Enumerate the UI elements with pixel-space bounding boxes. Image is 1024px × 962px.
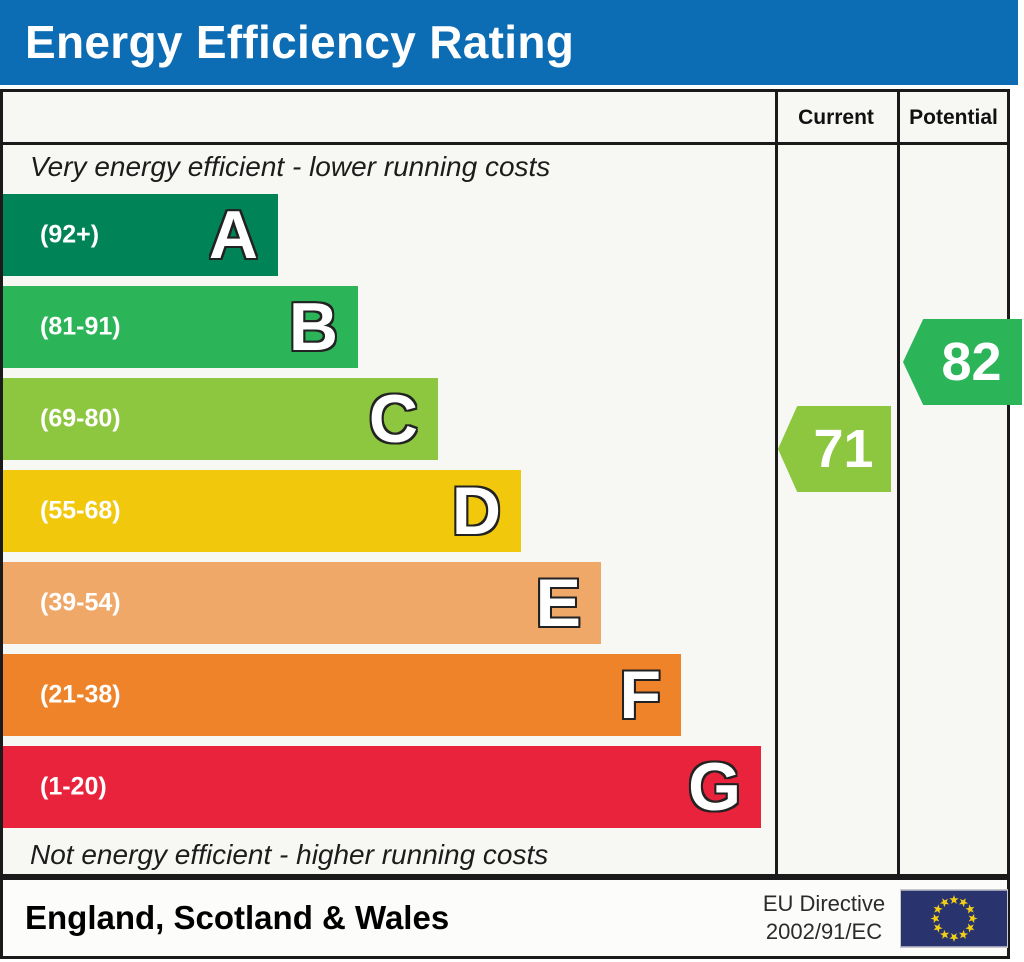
eu-directive-line1: EU Directive	[762, 891, 886, 916]
band-a-range: (92+)	[40, 220, 100, 249]
band-f-range: (21-38)	[40, 680, 121, 709]
band-e-range: (39-54)	[40, 588, 121, 617]
band-d-letter: D	[451, 473, 501, 549]
column-header-potential: Potential	[909, 106, 998, 129]
band-c-range: (69-80)	[40, 404, 121, 433]
potential-arrow: 82	[903, 319, 1022, 405]
band-b-letter: B	[288, 289, 338, 365]
band-b: (81-91) B	[3, 286, 358, 368]
column-divider-current	[775, 92, 778, 874]
band-a: (92+) A	[3, 194, 278, 276]
potential-rating-value: 82	[941, 332, 1002, 392]
header-row-divider	[3, 142, 1007, 145]
eu-flag-icon	[900, 889, 1008, 948]
band-a-letter: A	[208, 197, 258, 273]
eu-directive-line2: 2002/91/EC	[765, 919, 883, 944]
current-rating-value: 71	[813, 419, 874, 479]
band-e-letter: E	[535, 565, 581, 641]
band-f-letter: F	[619, 657, 661, 733]
column-header-current: Current	[798, 106, 874, 129]
band-f: (21-38) F	[3, 654, 681, 736]
footer: England, Scotland & Wales EU Directive 2…	[0, 877, 1010, 959]
eu-directive-label: EU Directive 2002/91/EC	[749, 890, 899, 946]
bottom-note: Not energy efficient - higher running co…	[30, 839, 549, 870]
band-c-letter: C	[368, 381, 418, 457]
band-g: (1-20) G	[3, 746, 761, 828]
band-e: (39-54) E	[3, 562, 601, 644]
band-g-range: (1-20)	[40, 772, 107, 801]
band-g-letter: G	[688, 749, 741, 825]
region-label: England, Scotland & Wales	[25, 899, 450, 936]
band-d-range: (55-68)	[40, 496, 121, 525]
title-bar: Energy Efficiency Rating	[0, 0, 1018, 85]
top-note: Very energy efficient - lower running co…	[30, 151, 551, 182]
band-b-range: (81-91)	[40, 312, 121, 341]
band-c: (69-80) C	[3, 378, 438, 460]
column-divider-potential	[897, 92, 900, 874]
page-title: Energy Efficiency Rating	[25, 16, 575, 68]
rating-table: Current Potential Very energy efficient …	[0, 89, 1022, 877]
current-arrow: 71	[778, 406, 891, 492]
band-d: (55-68) D	[3, 470, 521, 552]
